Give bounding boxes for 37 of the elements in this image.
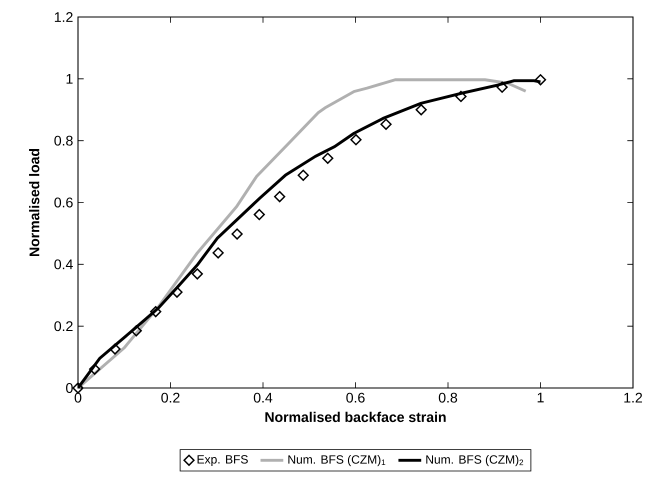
x-tick-label: 0 <box>74 392 82 403</box>
x-tick-label: 1.2 <box>624 392 642 402</box>
legend-label: Num. BFS (CZM)$_{2}$ <box>426 454 524 466</box>
point <box>350 134 362 146</box>
point <box>150 306 162 318</box>
y-tick-label: 0.4 <box>54 259 73 270</box>
point <box>171 286 183 298</box>
point <box>496 82 508 93</box>
x-tick-label: 0.4 <box>254 392 272 403</box>
y-tick-label: 1.2 <box>54 12 73 22</box>
point <box>130 325 142 336</box>
legend-label: Num. BFS (CZM)$_{1}$ <box>288 454 386 466</box>
legend-label: Exp. BFS <box>198 455 248 466</box>
point <box>455 90 467 102</box>
y-tick-label: 0.8 <box>54 136 73 146</box>
point <box>89 364 100 375</box>
point <box>109 343 121 355</box>
x-tick-label: 0.2 <box>161 392 180 403</box>
x-tick-label: 1 <box>538 392 544 402</box>
point <box>322 152 334 164</box>
x-tick-label: 0.8 <box>438 392 458 403</box>
point <box>231 228 243 240</box>
x-tick-label: 0.6 <box>346 392 365 403</box>
point <box>298 170 309 181</box>
y-tick-label: 1 <box>66 74 73 84</box>
y-tick-label: 0 <box>66 383 73 393</box>
y-tick-label: 0.2 <box>54 321 73 332</box>
point <box>380 118 392 130</box>
y-tick-label: 0.6 <box>54 198 73 208</box>
point <box>212 247 224 259</box>
point <box>534 74 546 86</box>
y-axis-title: Normalised load <box>29 148 40 256</box>
point <box>416 104 427 116</box>
x-axis-title: Normalised backface strain <box>265 412 446 422</box>
point <box>274 190 286 202</box>
point <box>254 208 265 220</box>
point <box>192 268 203 280</box>
